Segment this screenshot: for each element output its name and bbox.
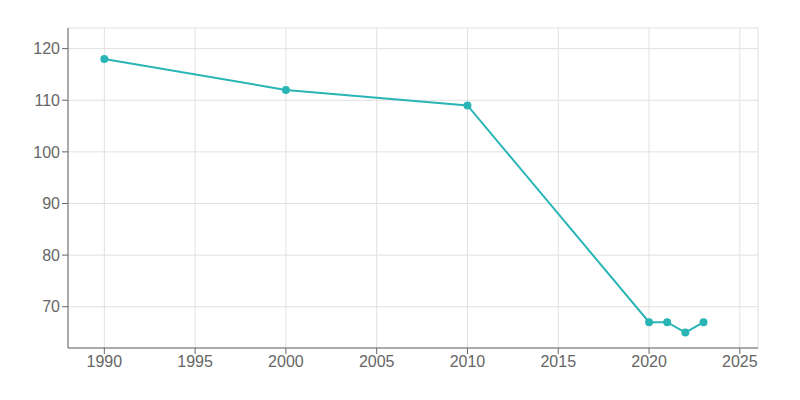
svg-text:2000: 2000 bbox=[268, 353, 304, 370]
svg-text:2025: 2025 bbox=[722, 353, 758, 370]
svg-text:90: 90 bbox=[42, 195, 60, 212]
svg-text:1990: 1990 bbox=[87, 353, 123, 370]
svg-text:120: 120 bbox=[33, 40, 60, 57]
svg-text:100: 100 bbox=[33, 144, 60, 161]
svg-text:70: 70 bbox=[42, 298, 60, 315]
svg-text:2005: 2005 bbox=[359, 353, 395, 370]
svg-text:110: 110 bbox=[34, 92, 60, 109]
svg-text:1995: 1995 bbox=[177, 353, 213, 370]
svg-text:80: 80 bbox=[42, 247, 60, 264]
svg-text:2010: 2010 bbox=[450, 353, 486, 370]
svg-text:2015: 2015 bbox=[540, 353, 576, 370]
svg-text:2020: 2020 bbox=[631, 353, 667, 370]
